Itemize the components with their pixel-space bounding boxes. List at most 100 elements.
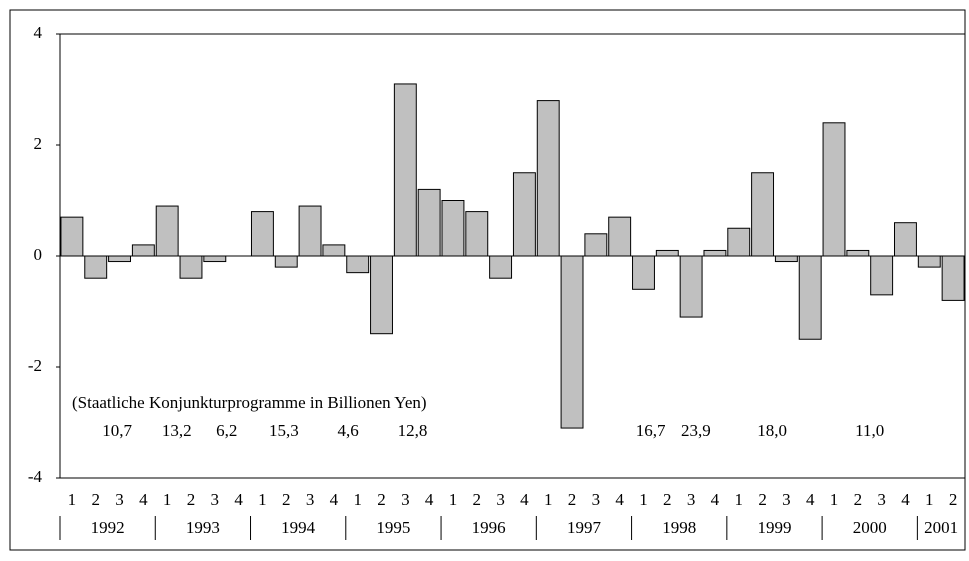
bar <box>203 255 227 263</box>
x-tick-label: 3 <box>115 490 124 509</box>
bar <box>108 255 131 263</box>
x-tick-label: 4 <box>520 490 529 509</box>
x-tick-label: 2 <box>663 490 672 509</box>
bar <box>512 172 536 257</box>
y-tick-label: -2 <box>28 356 42 375</box>
x-tick-label: 1 <box>258 490 267 509</box>
x-tick-label: 4 <box>234 490 243 509</box>
bar <box>274 255 298 268</box>
bar <box>584 233 608 257</box>
year-label: 1995 <box>376 518 410 537</box>
bar <box>798 255 822 340</box>
programme-label: 6,2 <box>216 421 237 440</box>
year-label: 1992 <box>91 518 125 537</box>
programme-label: 23,9 <box>681 421 711 440</box>
bar <box>822 122 846 257</box>
bar <box>751 172 775 257</box>
bar <box>655 249 679 257</box>
x-tick-label: 1 <box>449 490 458 509</box>
x-tick-label: 3 <box>782 490 791 509</box>
y-tick-label: 4 <box>34 23 43 42</box>
y-tick-label: -4 <box>28 467 43 486</box>
x-tick-label: 3 <box>687 490 696 509</box>
x-tick-label: 1 <box>68 490 77 509</box>
x-tick-label: 3 <box>211 490 220 509</box>
bar <box>846 249 870 257</box>
bar <box>131 244 155 257</box>
y-tick-label: 2 <box>34 134 43 153</box>
year-label: 1998 <box>662 518 696 537</box>
x-tick-label: 4 <box>330 490 339 509</box>
bar <box>894 222 917 257</box>
bar <box>60 216 84 257</box>
year-label: 2001 <box>924 518 958 537</box>
x-tick-label: 1 <box>544 490 553 509</box>
bar <box>155 205 179 257</box>
y-tick-label: 0 <box>34 245 43 264</box>
x-tick-label: 1 <box>735 490 744 509</box>
bar <box>703 249 727 257</box>
bar <box>941 255 965 301</box>
x-tick-label: 2 <box>91 490 100 509</box>
x-tick-label: 4 <box>806 490 815 509</box>
year-label: 1993 <box>186 518 220 537</box>
bar <box>179 255 203 279</box>
x-tick-label: 2 <box>949 490 958 509</box>
bar <box>298 205 322 257</box>
x-tick-label: 2 <box>187 490 196 509</box>
bar <box>346 255 370 274</box>
bar <box>632 255 655 290</box>
year-label: 1999 <box>757 518 791 537</box>
x-tick-label: 3 <box>877 490 886 509</box>
bar <box>679 255 703 318</box>
x-tick-label: 4 <box>615 490 624 509</box>
programme-label: 10,7 <box>102 421 132 440</box>
x-tick-label: 4 <box>711 490 720 509</box>
bar <box>393 83 417 257</box>
x-tick-label: 1 <box>353 490 362 509</box>
annotation: (Staatliche Konjunkturprogramme in Billi… <box>72 393 427 412</box>
x-tick-label: 2 <box>473 490 482 509</box>
x-tick-label: 2 <box>854 490 863 509</box>
year-label: 1997 <box>567 518 602 537</box>
bar <box>250 211 274 257</box>
bar <box>465 211 489 257</box>
programme-label: 18,0 <box>757 421 787 440</box>
x-tick-label: 3 <box>401 490 410 509</box>
x-tick-label: 2 <box>282 490 291 509</box>
x-tick-label: 4 <box>139 490 148 509</box>
programme-label: 12,8 <box>398 421 428 440</box>
bar <box>489 255 513 279</box>
bar <box>608 216 632 257</box>
x-tick-label: 4 <box>425 490 434 509</box>
x-tick-label: 1 <box>163 490 172 509</box>
outer-frame <box>9 9 966 551</box>
x-tick-label: 1 <box>830 490 839 509</box>
programme-label: 13,2 <box>162 421 192 440</box>
year-label: 1994 <box>281 518 316 537</box>
programme-label: 15,3 <box>269 421 299 440</box>
x-tick-label: 2 <box>568 490 577 509</box>
x-tick-label: 3 <box>592 490 601 509</box>
x-tick-label: 4 <box>901 490 910 509</box>
x-tick-label: 2 <box>377 490 386 509</box>
x-tick-label: 1 <box>639 490 648 509</box>
bar <box>870 255 894 296</box>
programme-label: 11,0 <box>855 421 884 440</box>
bar <box>560 255 584 429</box>
bar <box>441 200 465 257</box>
year-label: 2000 <box>853 518 887 537</box>
programme-label: 16,7 <box>636 421 666 440</box>
bar <box>774 255 798 263</box>
bar <box>84 255 108 279</box>
bar <box>370 255 393 335</box>
bar <box>417 188 441 257</box>
x-tick-label: 3 <box>306 490 315 509</box>
programme-label: 4,6 <box>338 421 359 440</box>
x-tick-label: 1 <box>925 490 934 509</box>
x-tick-label: 2 <box>758 490 767 509</box>
x-tick-label: 3 <box>496 490 505 509</box>
bar <box>727 227 751 257</box>
bar <box>536 100 560 257</box>
